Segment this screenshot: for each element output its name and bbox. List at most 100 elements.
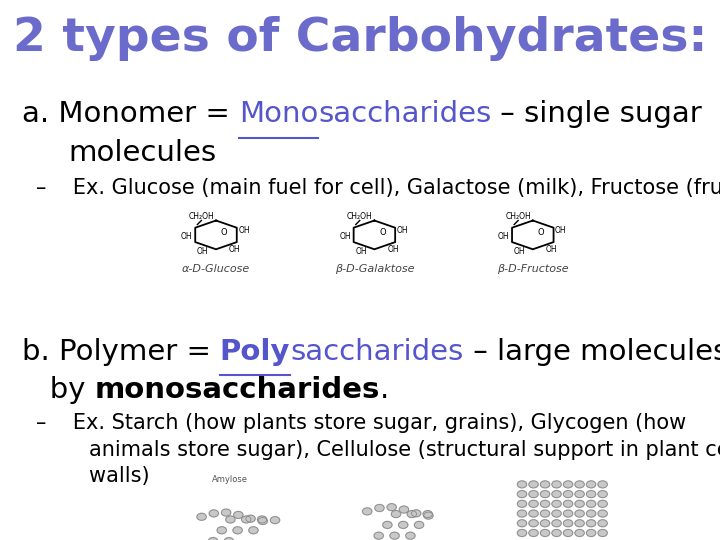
Circle shape	[563, 519, 572, 527]
Text: O: O	[537, 228, 544, 237]
Circle shape	[598, 491, 607, 498]
Circle shape	[587, 510, 596, 517]
Circle shape	[587, 481, 596, 488]
Circle shape	[587, 501, 596, 508]
Text: monosaccharides: monosaccharides	[94, 376, 379, 404]
Circle shape	[552, 491, 562, 498]
Text: β-D-Fructose: β-D-Fructose	[497, 264, 569, 274]
Circle shape	[563, 491, 572, 498]
Text: –    Ex. Glucose (main fuel for cell), Galactose (milk), Fructose (fruit): – Ex. Glucose (main fuel for cell), Gala…	[36, 178, 720, 198]
Text: α-D-Glucose: α-D-Glucose	[182, 264, 250, 274]
Text: .: .	[379, 376, 389, 404]
Circle shape	[528, 501, 538, 508]
Circle shape	[412, 510, 420, 517]
Circle shape	[408, 511, 416, 517]
Circle shape	[598, 529, 607, 537]
Circle shape	[374, 532, 383, 539]
Circle shape	[540, 519, 550, 527]
Text: OH: OH	[229, 245, 240, 254]
Circle shape	[563, 529, 572, 537]
Circle shape	[563, 481, 572, 488]
Circle shape	[575, 501, 584, 508]
Circle shape	[387, 504, 396, 511]
Text: CH₂OH: CH₂OH	[189, 212, 215, 221]
Text: saccharides: saccharides	[318, 100, 491, 128]
Circle shape	[575, 529, 584, 537]
Circle shape	[587, 519, 596, 527]
Text: OH: OH	[498, 232, 509, 241]
Circle shape	[518, 491, 526, 498]
Circle shape	[258, 516, 266, 523]
Text: OH: OH	[238, 226, 250, 234]
Circle shape	[598, 481, 607, 488]
Circle shape	[392, 511, 400, 517]
Text: Poly: Poly	[220, 338, 290, 366]
Circle shape	[552, 501, 562, 508]
Text: Amylose: Amylose	[212, 475, 248, 484]
Text: saccharides: saccharides	[290, 338, 464, 366]
Text: β-D-Galaktose: β-D-Galaktose	[335, 264, 414, 274]
Text: OH: OH	[397, 226, 408, 234]
Circle shape	[540, 481, 550, 488]
Text: molecules: molecules	[68, 139, 217, 167]
Circle shape	[271, 517, 280, 524]
Text: Mono: Mono	[239, 100, 318, 128]
Circle shape	[249, 527, 258, 534]
Text: OH: OH	[339, 232, 351, 241]
Text: – single sugar: – single sugar	[491, 100, 702, 128]
Text: OH: OH	[387, 245, 399, 254]
Circle shape	[518, 519, 526, 527]
Circle shape	[587, 491, 596, 498]
Text: – large molecules formed: – large molecules formed	[464, 338, 720, 366]
Circle shape	[552, 519, 562, 527]
Text: CH₂OH: CH₂OH	[347, 212, 373, 221]
Circle shape	[518, 481, 526, 488]
Circle shape	[208, 538, 217, 540]
Circle shape	[222, 509, 231, 516]
Circle shape	[598, 510, 607, 517]
Circle shape	[518, 510, 526, 517]
Circle shape	[423, 512, 433, 519]
Circle shape	[598, 519, 607, 527]
Circle shape	[423, 511, 432, 517]
Circle shape	[528, 481, 538, 488]
Text: –    Ex. Starch (how plants store sugar, grains), Glycogen (how
        animals : – Ex. Starch (how plants store sugar, gr…	[36, 413, 720, 486]
Text: OH: OH	[197, 247, 209, 256]
Circle shape	[518, 501, 526, 508]
Circle shape	[210, 510, 219, 517]
Circle shape	[374, 504, 384, 511]
Circle shape	[552, 510, 562, 517]
Circle shape	[226, 516, 235, 523]
Text: O: O	[379, 228, 386, 237]
Text: OH: OH	[546, 245, 557, 254]
Text: b. Polymer =: b. Polymer =	[22, 338, 220, 366]
Circle shape	[528, 519, 538, 527]
Text: 2 types of Carbohydrates:: 2 types of Carbohydrates:	[13, 16, 707, 61]
Circle shape	[398, 522, 408, 528]
Circle shape	[540, 510, 550, 517]
Circle shape	[518, 529, 526, 537]
Circle shape	[552, 481, 562, 488]
Circle shape	[246, 515, 256, 522]
Circle shape	[587, 529, 596, 537]
Circle shape	[575, 519, 584, 527]
Circle shape	[540, 491, 550, 498]
Text: O: O	[220, 228, 228, 237]
Circle shape	[575, 481, 584, 488]
Circle shape	[540, 501, 550, 508]
Circle shape	[217, 527, 226, 534]
Circle shape	[233, 527, 243, 534]
Circle shape	[563, 501, 572, 508]
Text: OH: OH	[513, 247, 526, 256]
Circle shape	[415, 522, 423, 528]
Circle shape	[406, 532, 415, 539]
Circle shape	[383, 522, 392, 528]
Circle shape	[598, 501, 607, 508]
Circle shape	[233, 511, 243, 518]
Circle shape	[362, 508, 372, 515]
Circle shape	[528, 491, 538, 498]
Circle shape	[563, 510, 572, 517]
Text: CH₂OH: CH₂OH	[505, 212, 531, 221]
Circle shape	[575, 510, 584, 517]
Text: by: by	[22, 376, 94, 404]
